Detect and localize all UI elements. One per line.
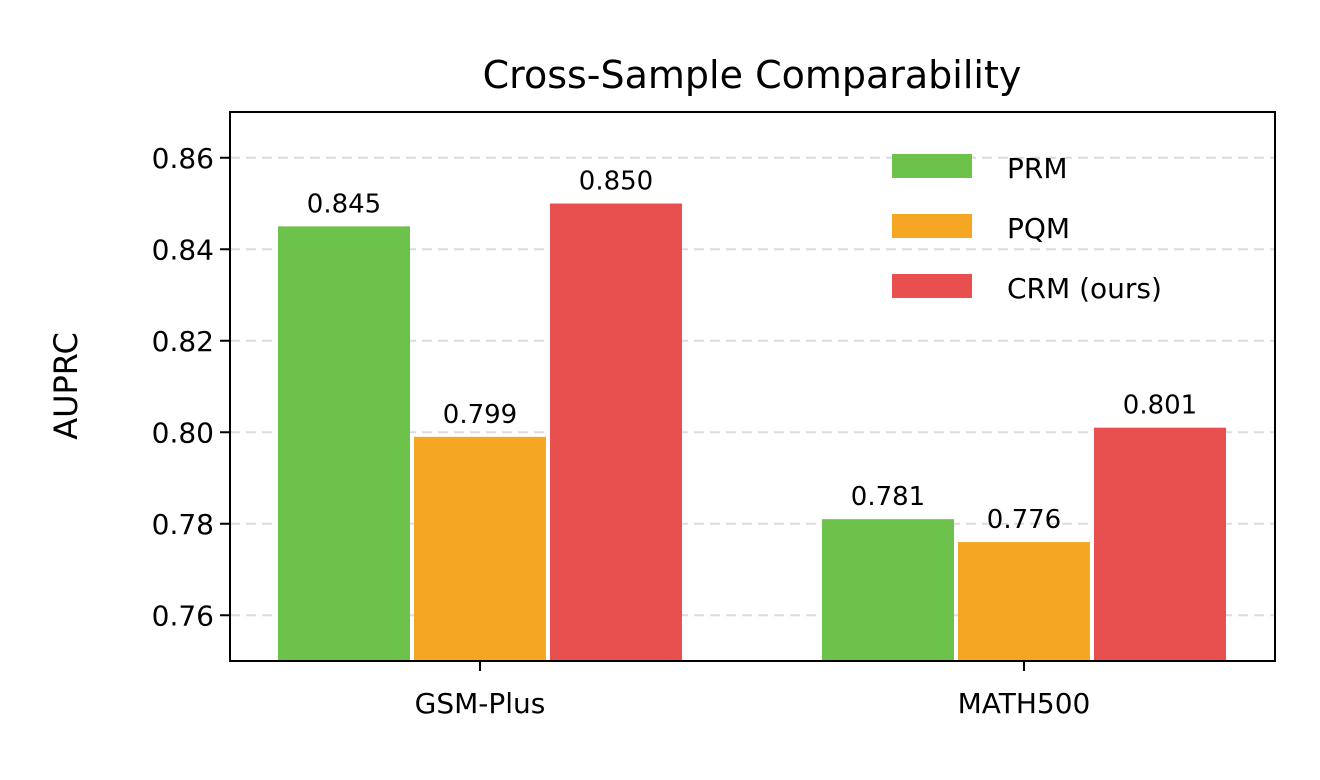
x-tick-label: GSM-Plus: [415, 687, 546, 720]
legend-swatch: [892, 154, 972, 178]
legend-label: PQM: [1007, 212, 1070, 245]
y-axis-label: AUPRC: [47, 332, 85, 440]
x-axis-ticks: GSM-Plus MATH500: [415, 661, 1091, 720]
y-tick-label: 0.76: [152, 599, 214, 632]
bar-value-label: 0.776: [987, 505, 1061, 535]
bars: [278, 203, 1226, 661]
bar-value-label: 0.845: [307, 189, 381, 219]
y-tick-label: 0.78: [152, 508, 214, 541]
chart-title: Cross-Sample Comparability: [483, 53, 1022, 97]
y-tick-label: 0.84: [152, 233, 214, 266]
bar-value-labels: 0.845 0.799 0.850 0.781 0.776 0.801: [307, 167, 1197, 536]
bar: [822, 519, 954, 661]
legend-label: PRM: [1007, 152, 1068, 185]
y-axis-ticks: 0.76 0.78 0.80 0.82 0.84 0.86: [152, 142, 230, 632]
y-tick-label: 0.82: [152, 325, 214, 358]
bar: [414, 436, 546, 661]
y-tick-label: 0.80: [152, 416, 214, 449]
bar-value-label: 0.781: [851, 482, 925, 512]
bar: [958, 542, 1090, 661]
legend-swatch: [892, 214, 972, 238]
legend-swatch: [892, 274, 972, 298]
bar-value-label: 0.850: [579, 167, 653, 197]
bar: [1094, 427, 1226, 661]
bar-value-label: 0.801: [1123, 391, 1197, 421]
x-tick-label: MATH500: [958, 687, 1091, 720]
legend: PRM PQM CRM (ours): [892, 152, 1162, 305]
legend-label: CRM (ours): [1007, 272, 1162, 305]
y-tick-label: 0.86: [152, 142, 214, 175]
bar: [550, 203, 682, 661]
bar-value-label: 0.799: [443, 400, 517, 430]
plot-area-frame: [229, 111, 1276, 662]
bar: [278, 226, 410, 661]
